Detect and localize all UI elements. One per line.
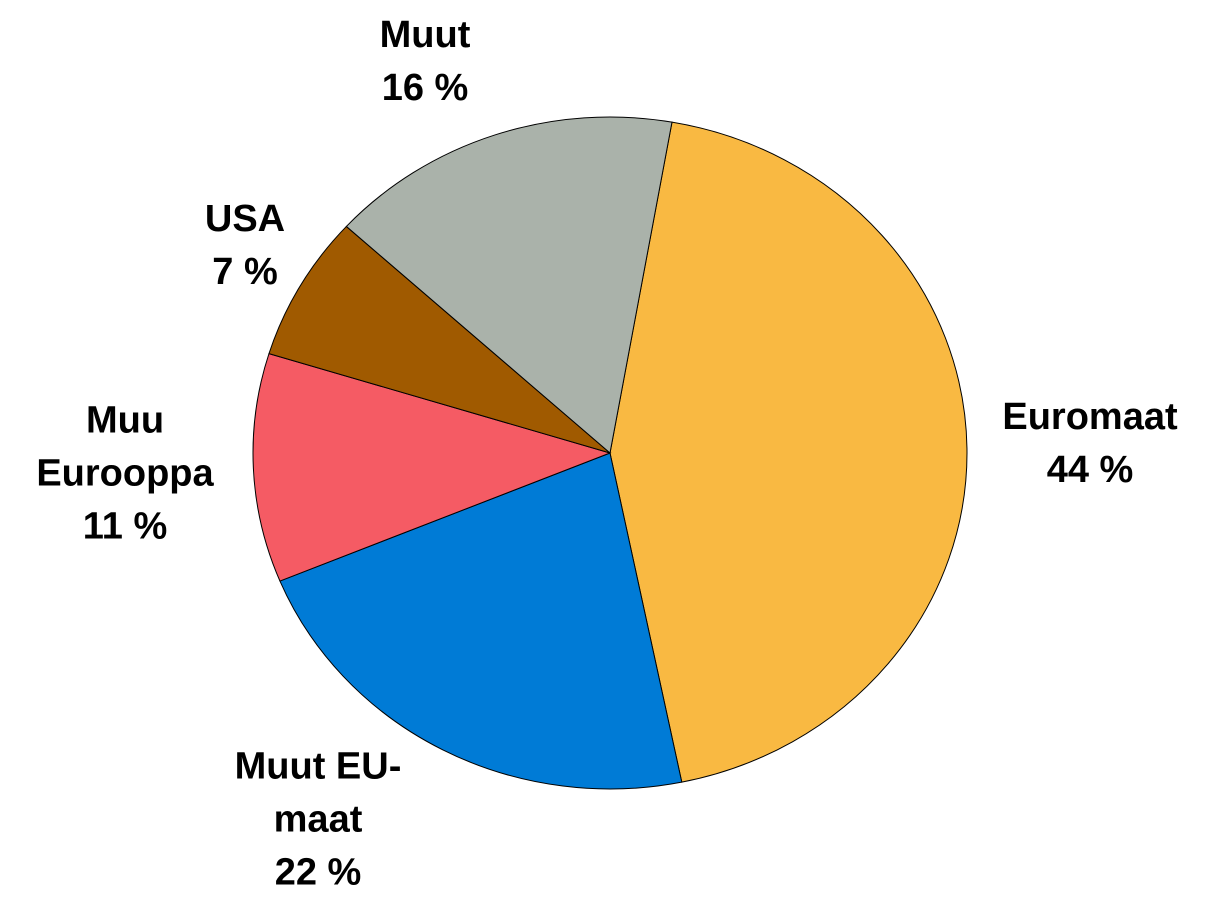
pie-slice	[279, 452, 683, 790]
slice-label: USA 7 %	[185, 193, 305, 299]
value-label: 16 %	[381, 67, 469, 109]
category-label: USA	[204, 198, 286, 240]
category-label: Muu Eurooppa	[36, 399, 214, 495]
pie-slice	[345, 116, 673, 454]
value-label: 44 %	[1046, 449, 1134, 491]
slice-label: Muu Eurooppa 11 %	[10, 395, 240, 554]
category-label: Muut	[379, 14, 471, 56]
category-label: Muut EU-maat	[234, 745, 402, 841]
pie-slice	[609, 121, 968, 783]
value-label: 7 %	[212, 251, 278, 293]
category-label: Euromaat	[1002, 396, 1178, 438]
pie-slice	[252, 353, 612, 582]
pie-slice	[268, 225, 611, 454]
value-label: 11 %	[82, 505, 168, 548]
slice-label: Euromaat 44 %	[970, 391, 1207, 497]
slice-label: Muut EU-maat 22 %	[193, 741, 443, 900]
slice-label: Muut 16 %	[350, 9, 500, 115]
value-label: 22 %	[274, 851, 362, 894]
